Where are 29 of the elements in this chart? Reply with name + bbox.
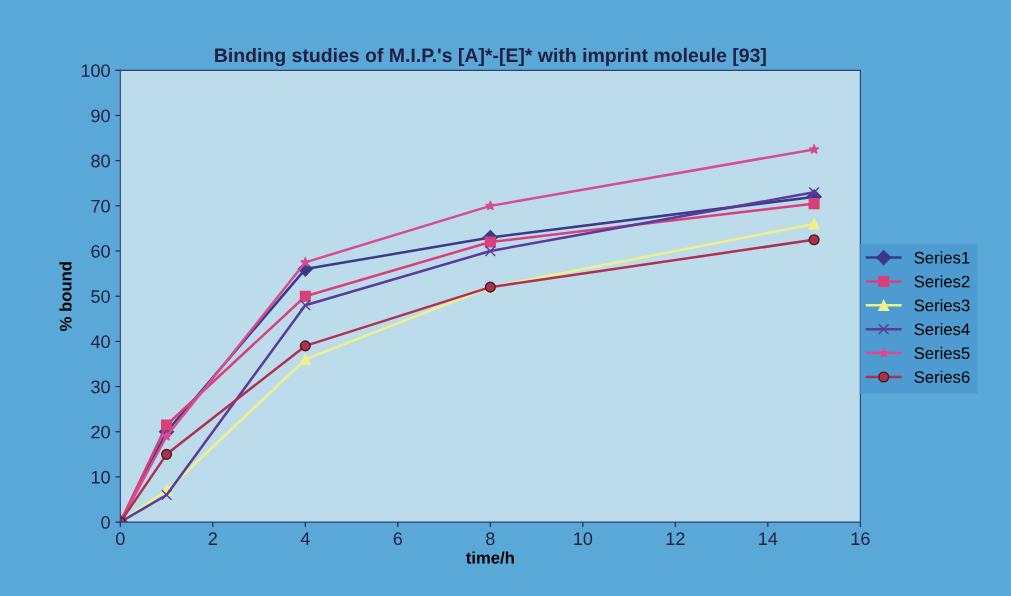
- x-tick-label: 12: [666, 532, 685, 545]
- legend-label: Series3: [914, 299, 970, 312]
- x-tick-label: 2: [208, 532, 217, 545]
- y-tick-label: 90: [91, 109, 110, 123]
- y-tick-label: 20: [91, 425, 110, 439]
- legend-label: Series4: [914, 322, 970, 336]
- x-axis-title: time/h: [466, 551, 514, 564]
- y-tick-label: 10: [91, 470, 110, 484]
- legend-label: Series1: [914, 251, 970, 264]
- legend-label: Series6: [914, 370, 970, 383]
- x-tick-label: 4: [300, 532, 310, 545]
- legend-label: Series2: [914, 275, 970, 288]
- x-tick-label: 0: [115, 532, 125, 546]
- x-tick-label: 16: [851, 532, 870, 546]
- x-tick-label: 10: [574, 532, 593, 546]
- y-tick-label: 60: [91, 244, 110, 258]
- y-tick-label: 70: [91, 199, 110, 213]
- x-tick-label: 8: [486, 532, 495, 546]
- legend-label: Series5: [914, 346, 970, 360]
- x-tick-label: 14: [759, 532, 778, 545]
- y-tick-label: 50: [91, 290, 110, 303]
- y-tick-label: 80: [91, 154, 110, 168]
- y-tick-label: 0: [101, 516, 110, 529]
- y-tick-label: 30: [91, 380, 110, 394]
- y-tick-label: 100: [81, 64, 110, 78]
- chart-title: Binding studies of M.I.P.'s [A]*-[E]* with imprint moleule [93]: [215, 47, 766, 67]
- y-tick-label: 40: [90, 335, 110, 349]
- x-tick-label: 6: [393, 532, 403, 546]
- y-axis-title: % bound: [59, 262, 72, 331]
